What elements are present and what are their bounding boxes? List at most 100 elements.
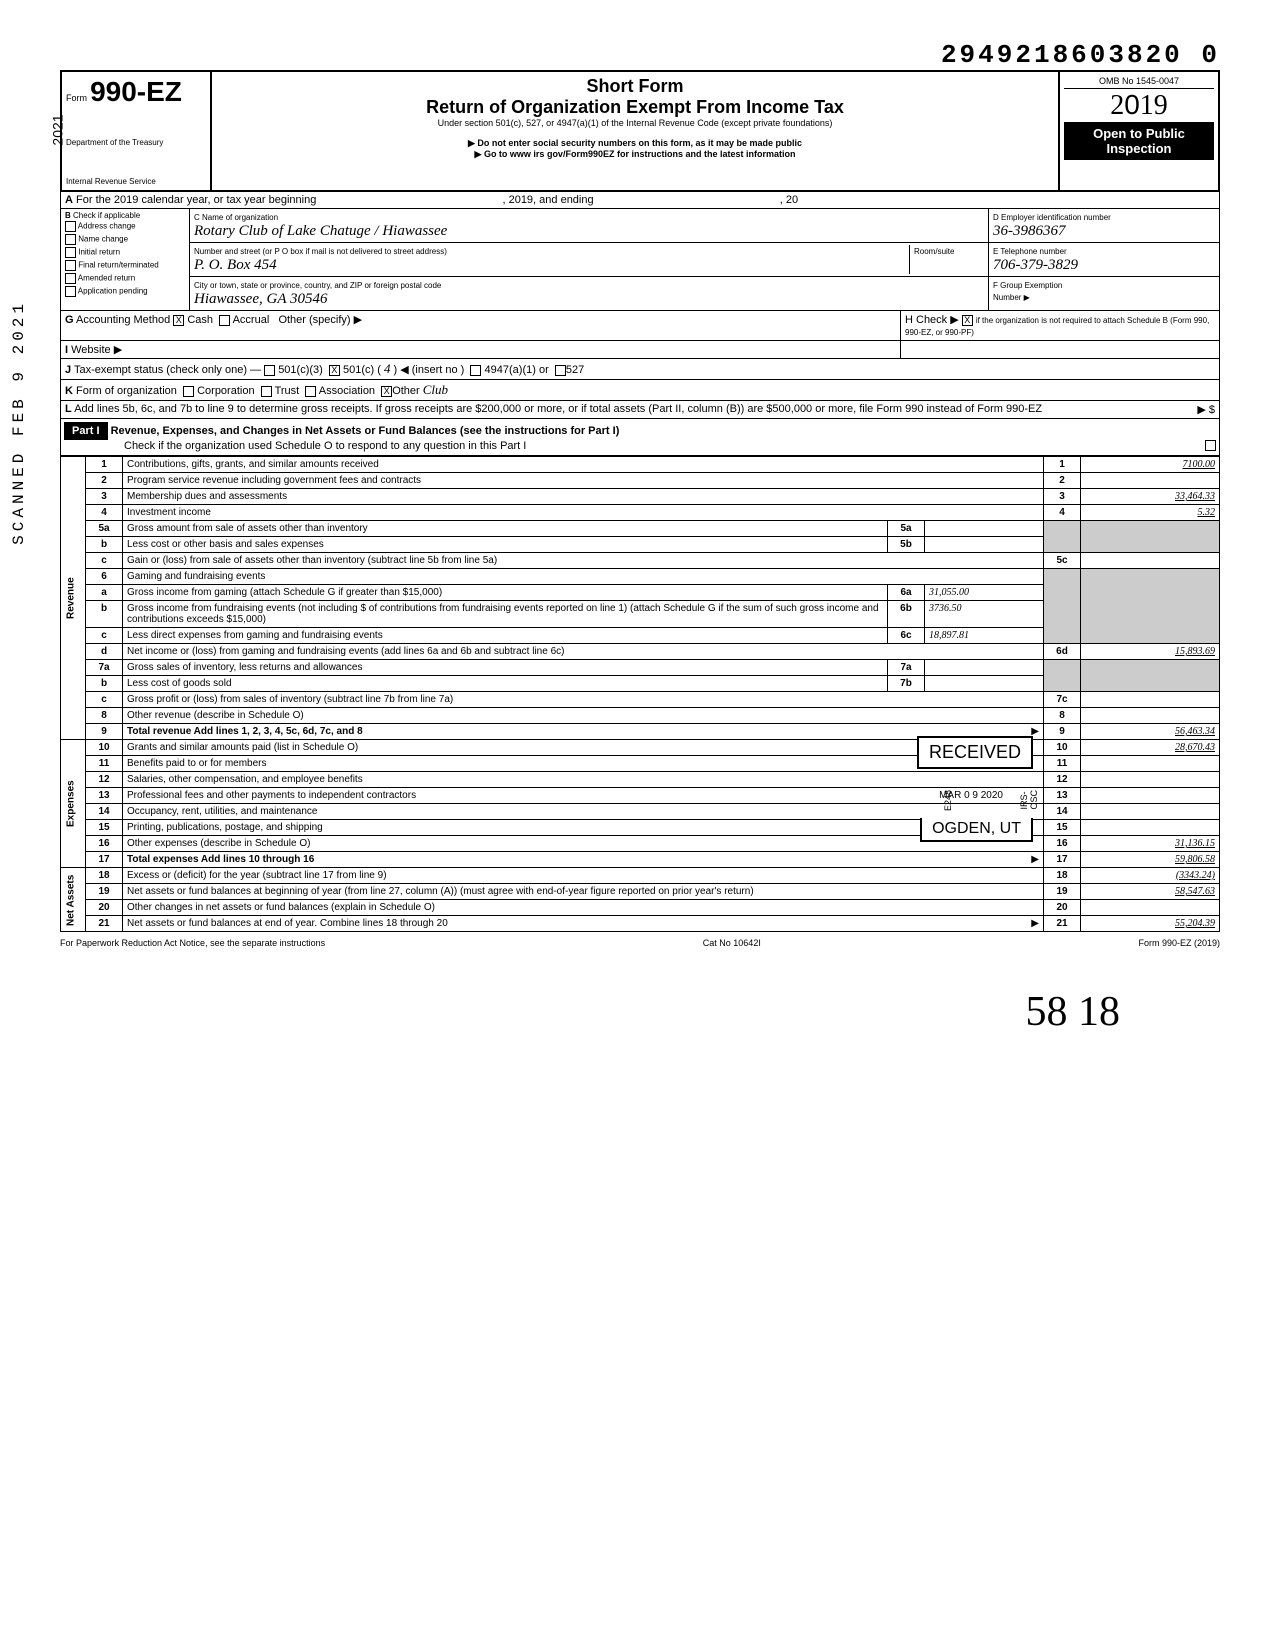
line-6b-text: Gross income from fundraising events (no…: [123, 601, 888, 628]
501c-insert: 4: [384, 361, 391, 376]
under-section: Under section 501(c), 527, or 4947(a)(1)…: [216, 118, 1054, 128]
chk-assoc[interactable]: [305, 386, 316, 397]
chk-501c3[interactable]: [264, 365, 275, 376]
line-6-text: Gaming and fundraising events: [123, 569, 1044, 585]
chk-corp[interactable]: [183, 386, 194, 397]
line-18-text: Excess or (deficit) for the year (subtra…: [123, 868, 1044, 884]
line-5c-amt: [1081, 553, 1220, 569]
chk-trust[interactable]: [261, 386, 272, 397]
footer-left: For Paperwork Reduction Act Notice, see …: [60, 938, 325, 948]
line-21-text: Net assets or fund balances at end of ye…: [127, 918, 448, 929]
line-7a-val: [925, 660, 1044, 676]
line-7c-amt: [1081, 692, 1220, 708]
part1-check-text: Check if the organization used Schedule …: [124, 440, 526, 452]
part1-label: Part I: [64, 422, 108, 440]
line-5a-text: Gross amount from sale of assets other t…: [123, 521, 888, 537]
netassets-vert-label: Net Assets: [61, 868, 86, 932]
line-20-text: Other changes in net assets or fund bala…: [123, 900, 1044, 916]
line-16-text: Other expenses (describe in Schedule O): [123, 836, 1044, 852]
line-5c-text: Gain or (loss) from sale of assets other…: [123, 553, 1044, 569]
j-label: Tax-exempt status (check only one) —: [74, 364, 261, 376]
line-4-text: Investment income: [123, 505, 1044, 521]
line-9-text: Total revenue Add lines 1, 2, 3, 4, 5c, …: [127, 726, 363, 737]
form-label: Form: [66, 93, 87, 103]
line-6c-text: Less direct expenses from gaming and fun…: [123, 628, 888, 644]
chk-amended-return[interactable]: Amended return: [65, 272, 185, 285]
handwritten-signature: 58 18: [60, 988, 1220, 1036]
k-other-value: Club: [423, 382, 448, 397]
form-number-cell: 2021 Form 990-EZ Department of the Treas…: [62, 72, 212, 190]
line-15-amt: [1081, 820, 1220, 836]
ogden-stamp: OGDEN, UT: [920, 818, 1033, 842]
chk-schedule-b[interactable]: X: [962, 315, 973, 326]
chk-cash[interactable]: X: [173, 315, 184, 326]
chk-name-change[interactable]: Name change: [65, 233, 185, 246]
line-a-mid: , 2019, and ending: [502, 194, 593, 206]
chk-schedule-o[interactable]: [1205, 440, 1216, 451]
chk-accrual[interactable]: [219, 315, 230, 326]
chk-501c[interactable]: X: [329, 365, 340, 376]
line-2-amt: [1081, 473, 1220, 489]
received-stamp: RECEIVED: [917, 736, 1033, 769]
line-7b-val: [925, 676, 1044, 692]
l-row: L Add lines 5b, 6c, and 7b to line 9 to …: [60, 401, 1220, 419]
line-16-amt: 31,136.15: [1081, 836, 1220, 852]
line-5a-val: [925, 521, 1044, 537]
line-10-text: Grants and similar amounts paid (list in…: [127, 742, 358, 753]
form-number: 990-EZ: [90, 76, 182, 107]
phone-value: 706-379-3829: [993, 257, 1078, 273]
dept-irs: Internal Revenue Service: [66, 177, 206, 186]
line-14-text: Occupancy, rent, utilities, and maintena…: [123, 804, 1044, 820]
bcdef-block: B Check if applicable Address change Nam…: [60, 209, 1220, 311]
chk-application-pending[interactable]: Application pending: [65, 285, 185, 298]
chk-initial-return[interactable]: Initial return: [65, 246, 185, 259]
l-text: Add lines 5b, 6c, and 7b to line 9 to de…: [74, 403, 1042, 415]
city-label: City or town, state or province, country…: [194, 281, 441, 290]
e-label: E Telephone number: [993, 247, 1067, 256]
short-form-title: Short Form: [216, 76, 1054, 97]
line-a-row: A For the 2019 calendar year, or tax yea…: [60, 192, 1220, 209]
title-cell: Short Form Return of Organization Exempt…: [212, 72, 1060, 190]
chk-address-change[interactable]: Address change: [65, 220, 185, 233]
line-19-text: Net assets or fund balances at beginning…: [123, 884, 1044, 900]
f-label2: Number ▶: [993, 293, 1030, 302]
line-a-text: For the 2019 calendar year, or tax year …: [76, 194, 316, 206]
org-name: Rotary Club of Lake Chatuge / Hiawassee: [194, 223, 447, 239]
chk-527[interactable]: [555, 365, 566, 376]
line-21-amt: 55,204.39: [1081, 916, 1220, 932]
chk-other[interactable]: X: [381, 386, 392, 397]
line-2-text: Program service revenue including govern…: [123, 473, 1044, 489]
line-a-end: , 20: [780, 194, 798, 206]
line-7a-text: Gross sales of inventory, less returns a…: [123, 660, 888, 676]
h-cell: H Check ▶ X if the organization is not r…: [901, 311, 1219, 340]
line-7c-text: Gross profit or (loss) from sales of inv…: [123, 692, 1044, 708]
line-4-amt: 5.32: [1081, 505, 1220, 521]
f-label: F Group Exemption: [993, 281, 1062, 290]
footer-mid: Cat No 10642I: [703, 938, 761, 948]
year-cell: OMB No 1545-0047 20201919 Open to Public…: [1060, 72, 1218, 190]
d-label: D Employer identification number: [993, 213, 1111, 222]
goto-link: ▶ Go to www irs gov/Form990EZ for instru…: [216, 149, 1054, 160]
line-10-amt: 28,670.43: [1081, 740, 1220, 756]
document-id: 2949218603820 0: [60, 40, 1220, 70]
i-row: I Website ▶: [60, 341, 1220, 359]
chk-4947[interactable]: [470, 365, 481, 376]
expenses-vert-label: Expenses: [61, 740, 86, 868]
line-12-amt: [1081, 772, 1220, 788]
org-city: Hiawassee, GA 30546: [194, 291, 327, 307]
line-9-amt: 56,463.34: [1081, 724, 1220, 740]
line-18-amt: (3343.24): [1081, 868, 1220, 884]
line-8-amt: [1081, 708, 1220, 724]
ein-value: 36-3986367: [993, 223, 1066, 239]
ssn-warning: ▶ Do not enter social security numbers o…: [216, 138, 1054, 149]
l-arrow: ▶ $: [1197, 403, 1215, 416]
tax-year: 20201919: [1064, 89, 1214, 122]
line-6d-amt: 15,893.69: [1081, 644, 1220, 660]
chk-final-return[interactable]: Final return/terminated: [65, 259, 185, 272]
received-date: MAR 0 9 2020: [939, 790, 1003, 801]
line-6a-val: 31,055.00: [925, 585, 1044, 601]
line-17-text: Total expenses Add lines 10 through 16: [127, 854, 314, 865]
line-11-text: Benefits paid to or for members: [123, 756, 1044, 772]
line-6b-val: 3736.50: [925, 601, 1044, 628]
line-17-amt: 59,806.58: [1081, 852, 1220, 868]
